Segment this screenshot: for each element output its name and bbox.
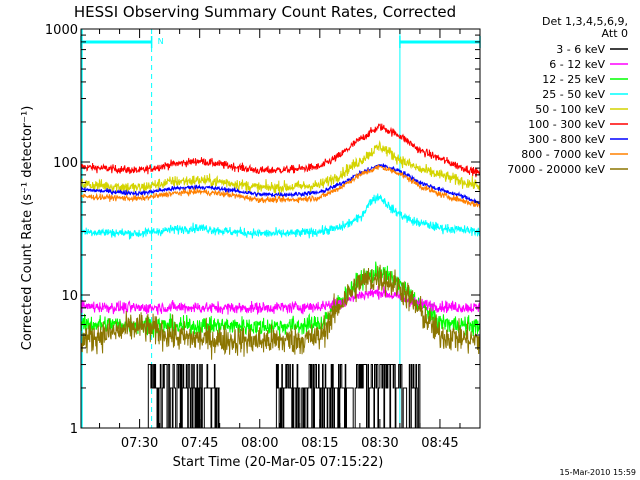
series-line	[80, 163, 481, 205]
x-tick-label: 08:00	[241, 436, 278, 451]
legend-label: 3 - 6 keV	[556, 43, 605, 56]
footer-timestamp: 15-Mar-2010 15:59	[560, 468, 637, 477]
series-line	[80, 261, 481, 339]
series-line	[80, 123, 481, 178]
y-tick-label: 1	[70, 422, 78, 437]
series-line	[275, 364, 421, 429]
plot-axes: 1 10 100 1000 07:30 07:45 08:00 08:15 08:30 08:45	[45, 23, 481, 451]
x-tick-label: 08:30	[361, 436, 398, 451]
legend-label: 300 - 800 keV	[528, 133, 605, 146]
series-100-300-kev	[80, 123, 481, 178]
legend-label: 7000 - 20000 keV	[507, 163, 605, 176]
series-50-100-kev	[80, 139, 481, 196]
x-tick-label: 08:45	[421, 436, 458, 451]
series-300-800-kev	[80, 163, 481, 205]
series-line	[80, 264, 481, 360]
series-line	[147, 364, 220, 429]
plot-frame	[80, 28, 481, 429]
data-series	[80, 123, 481, 429]
y-tick-label: 100	[53, 156, 78, 171]
y-axis-label: Corrected Count Rate (s⁻¹ detector⁻¹)	[20, 106, 35, 351]
series-3-6-kev	[147, 364, 421, 429]
series-800-7000-kev	[80, 164, 481, 209]
x-tick-label: 08:15	[301, 436, 338, 451]
legend-label: 800 - 7000 keV	[521, 148, 605, 161]
legend: Det 1,3,4,5,6,9,Att 0 3 - 6 keV 6 - 12 keV…	[507, 15, 628, 176]
legend-header: Det 1,3,4,5,6,9,	[542, 15, 628, 28]
series-7000-20000-kev	[80, 264, 481, 360]
x-tick-label: 07:30	[121, 436, 158, 451]
legend-label: 6 - 12 keV	[549, 58, 605, 71]
legend-label: 100 - 300 keV	[528, 118, 605, 131]
series-25-50-kev	[80, 193, 481, 240]
legend-header: Att 0	[602, 27, 628, 40]
series-line	[80, 139, 481, 196]
legend-label: 25 - 50 keV	[542, 88, 605, 101]
legend-label: 12 - 25 keV	[542, 73, 605, 86]
y-tick-label: 1000	[45, 23, 78, 38]
y-tick-label: 10	[61, 289, 78, 304]
series-12-25-kev	[80, 261, 481, 339]
night-annotation: N	[158, 37, 164, 46]
series-line	[80, 193, 481, 240]
x-axis-label: Start Time (20-Mar-05 07:15:22)	[173, 455, 384, 470]
legend-label: 50 - 100 keV	[535, 103, 605, 116]
x-tick-label: 07:45	[181, 436, 218, 451]
series-line	[80, 164, 481, 209]
chart-title: HESSI Observing Summary Count Rates, Cor…	[74, 3, 456, 21]
